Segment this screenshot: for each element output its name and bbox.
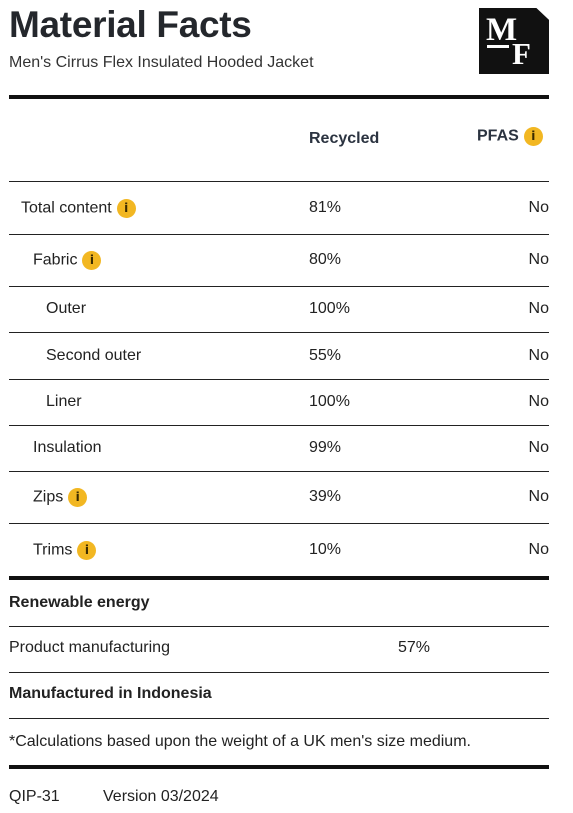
row-label: Trims i [33, 541, 97, 560]
row-label: Outer [46, 300, 86, 318]
info-icon[interactable]: i [77, 541, 97, 560]
table-row: Second outer 55% No [9, 347, 549, 367]
info-icon[interactable]: i [523, 127, 543, 146]
row-label-text: Outer [46, 300, 87, 317]
row-label: Fabric i [33, 251, 102, 270]
row-label: Zips i [33, 488, 88, 507]
pfas-value: No [528, 488, 549, 505]
pfas-value: No [528, 347, 549, 364]
recycled-value: 80% [309, 251, 342, 268]
recycled-value: 99% [309, 439, 342, 456]
recycled-value: 100% [309, 300, 350, 317]
product-name: Men's Cirrus Flex Insulated Hooded Jacke… [9, 54, 314, 71]
row-label: Liner [46, 393, 82, 411]
row-label-text: Zips [33, 488, 64, 506]
divider [9, 718, 549, 719]
row-divider [9, 425, 549, 426]
info-icon[interactable]: i [116, 199, 136, 218]
row-divider [9, 379, 549, 380]
row-divider [9, 181, 549, 182]
pfas-value: No [528, 251, 549, 268]
table-row: Outer 100% No [9, 300, 549, 320]
recycled-value: 39% [309, 488, 342, 505]
row-label-text: Total content [21, 199, 112, 217]
table-row: Liner 100% No [9, 393, 549, 413]
pfas-column-header: PFAS i [477, 127, 543, 146]
version-label: Version 03/2024 [103, 788, 219, 805]
page-title: Material Facts [9, 4, 252, 45]
renewable-energy-value: 57% [398, 639, 431, 656]
table-row: Fabric i 80% No [9, 251, 549, 271]
pfas-header-label: PFAS [477, 127, 519, 145]
row-divider [9, 286, 549, 287]
recycled-column-header: Recycled [309, 130, 380, 147]
row-label-text: Liner [46, 393, 82, 410]
pfas-value: No [528, 300, 549, 317]
renewable-energy-heading: Renewable energy [9, 594, 150, 611]
table-row: Total content i 81% No [9, 199, 549, 219]
table-row: Insulation 99% No [9, 439, 549, 459]
row-divider [9, 332, 549, 333]
logo-letter-m: M [486, 12, 518, 48]
info-icon[interactable]: i [82, 251, 102, 270]
recycled-value: 55% [309, 347, 342, 364]
divider [9, 626, 549, 627]
recycled-value: 81% [309, 199, 342, 216]
table-row: Zips i 39% No [9, 488, 549, 508]
row-label-text: Fabric [33, 251, 78, 269]
logo-bar [487, 45, 509, 48]
table-row: Trims i 10% No [9, 541, 549, 561]
product-code: QIP-31 [9, 788, 60, 805]
row-label: Second outer [46, 347, 141, 365]
info-icon[interactable]: i [68, 488, 88, 507]
pfas-value: No [528, 199, 549, 216]
material-facts-logo: M F [479, 8, 549, 74]
pfas-value: No [528, 541, 549, 558]
row-label: Total content i [21, 199, 136, 218]
row-label-text: Trims [33, 541, 73, 559]
table-bottom-divider [9, 576, 549, 580]
row-label-text: Insulation [33, 439, 102, 456]
footer-divider [9, 765, 549, 769]
footnote: *Calculations based upon the weight of a… [9, 733, 471, 750]
top-divider [9, 95, 549, 99]
recycled-value: 10% [309, 541, 342, 558]
row-divider [9, 523, 549, 524]
pfas-value: No [528, 393, 549, 410]
pfas-value: No [528, 439, 549, 456]
row-divider [9, 471, 549, 472]
row-label: Insulation [33, 439, 102, 457]
recycled-value: 100% [309, 393, 350, 410]
logo-letter-f: F [512, 36, 531, 71]
row-label-text: Second outer [46, 347, 142, 364]
divider [9, 672, 549, 673]
row-divider [9, 234, 549, 235]
country-of-manufacture: Manufactured in Indonesia [9, 685, 212, 702]
renewable-energy-label: Product manufacturing [9, 639, 170, 656]
